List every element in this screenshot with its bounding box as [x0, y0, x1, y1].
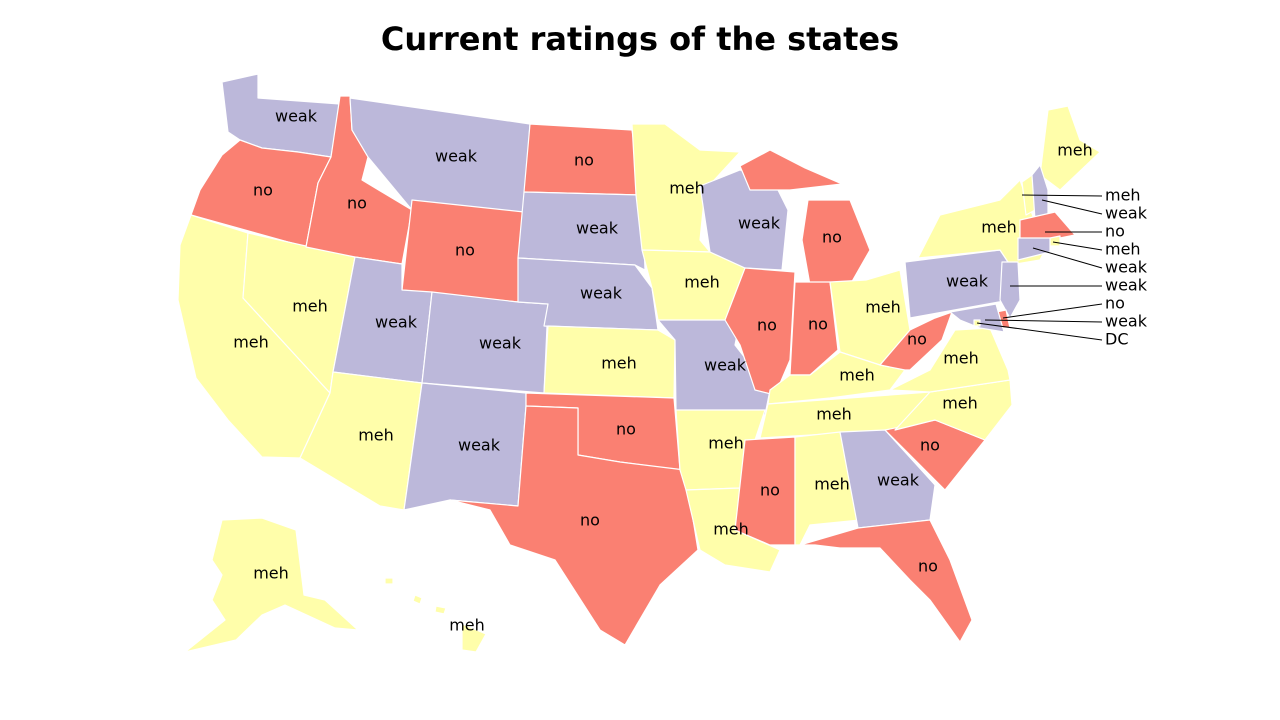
state-ga: [839, 429, 936, 529]
state-label-ca: meh: [233, 333, 269, 352]
map-title: Current ratings of the states: [380, 20, 900, 58]
state-label-ne: weak: [580, 284, 623, 303]
callout-label-md: weak: [1105, 312, 1148, 331]
callout-label-ct: weak: [1105, 258, 1148, 277]
callout-label-de: no: [1105, 294, 1125, 313]
state-label-wa: weak: [275, 107, 318, 126]
state-label-ky: meh: [839, 366, 875, 385]
callout-line-ct: [1032, 247, 1103, 269]
state-ak: [184, 517, 359, 653]
callout-label-ri: meh: [1105, 240, 1141, 259]
state-va: [889, 327, 1011, 393]
callout-line-de: [1002, 303, 1103, 319]
state-wv: [879, 311, 953, 371]
state-label-fl: no: [918, 557, 938, 576]
state-label-ut: weak: [375, 313, 418, 332]
state-label-ms: no: [760, 481, 780, 500]
state-label-mo: weak: [704, 356, 747, 375]
callout-label-vt: meh: [1105, 186, 1141, 205]
state-label-oh: meh: [865, 298, 901, 317]
state-label-wi: weak: [738, 214, 781, 233]
state-label-nv: meh: [292, 297, 328, 316]
state-label-me: meh: [1057, 141, 1093, 160]
state-label-pa: weak: [946, 272, 989, 291]
state-hi: [384, 577, 487, 653]
state-label-ga: weak: [877, 471, 920, 490]
state-in: [789, 281, 839, 376]
state-label-al: meh: [814, 475, 850, 494]
state-label-mn: meh: [669, 179, 705, 198]
callout-label-nh: weak: [1105, 204, 1148, 223]
state-ms: [734, 436, 796, 546]
callout-line-vt: [1021, 194, 1103, 197]
state-label-ks: meh: [601, 354, 637, 373]
state-label-hi: meh: [449, 616, 485, 635]
state-label-la: meh: [713, 520, 749, 539]
state-label-nm: weak: [458, 436, 501, 455]
state-label-in: no: [808, 315, 828, 334]
state-ri: [1049, 235, 1061, 247]
state-label-id: no: [347, 194, 367, 213]
state-label-ny: meh: [981, 218, 1017, 237]
state-nh: [1031, 164, 1049, 221]
state-label-va: meh: [943, 349, 979, 368]
labels-layer: weaknomehmehnoweaknoweakweakmehweaknowea…: [233, 107, 1093, 635]
state-fl: [799, 519, 973, 643]
callout-line-md: [984, 319, 1103, 323]
state-label-az: meh: [358, 426, 394, 445]
state-label-ia: meh: [684, 273, 720, 292]
state-label-ak: meh: [253, 564, 289, 583]
state-sd: [517, 191, 646, 271]
callout-label-ma: no: [1105, 222, 1125, 241]
state-label-wv: no: [907, 330, 927, 349]
state-label-sc: no: [920, 436, 940, 455]
callout-label-dc: DC: [1105, 330, 1129, 349]
state-me: [1039, 105, 1101, 191]
state-label-il: no: [757, 316, 777, 335]
state-label-tn: meh: [816, 405, 852, 424]
state-label-mi: no: [822, 228, 842, 247]
state-label-tx: no: [580, 511, 600, 530]
callout-label-nj: weak: [1105, 276, 1148, 295]
state-label-ok: no: [616, 420, 636, 439]
state-label-or: no: [253, 181, 273, 200]
state-mn: [631, 123, 741, 253]
state-label-co: weak: [479, 334, 522, 353]
callout-line-ri: [1052, 241, 1103, 251]
state-label-sd: weak: [576, 219, 619, 238]
callout-line-dc: [976, 322, 1103, 341]
state-label-nc: meh: [942, 394, 978, 413]
state-label-nd: no: [574, 151, 594, 170]
callout-line-nh: [1041, 199, 1103, 215]
state-co: [421, 291, 549, 394]
state-label-mt: weak: [435, 147, 478, 166]
state-tx: [449, 405, 699, 646]
state-ks: [543, 325, 676, 399]
state-nj: [999, 261, 1021, 319]
state-ma: [1019, 211, 1076, 241]
state-label-ar: meh: [708, 434, 744, 453]
state-ct: [1017, 237, 1051, 261]
state-label-wy: no: [455, 241, 475, 260]
